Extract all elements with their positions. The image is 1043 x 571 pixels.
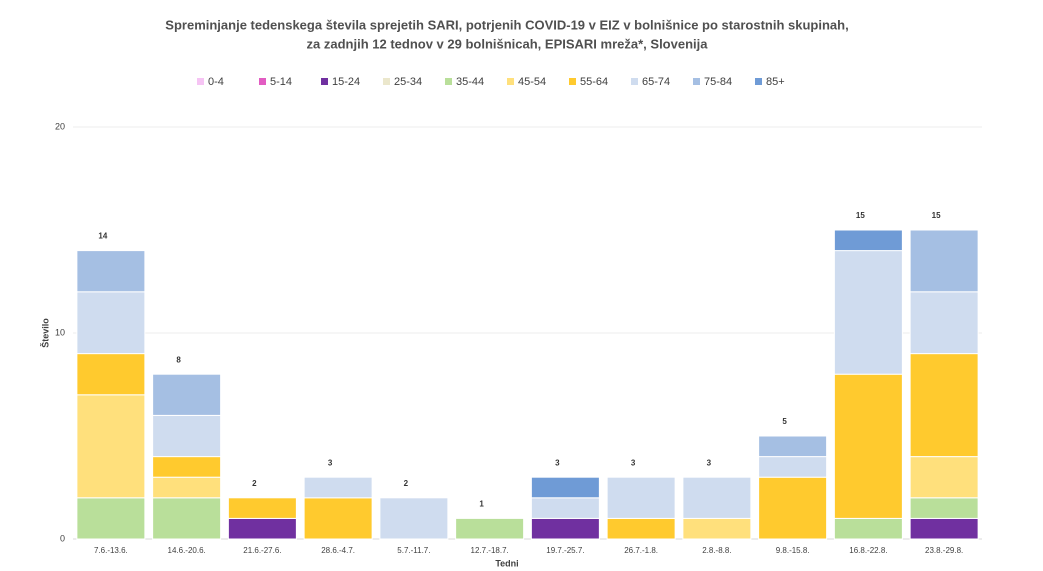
data-label: 3 (707, 458, 712, 467)
bar-segment (76, 291, 146, 355)
bar-segment (303, 497, 373, 540)
x-tick-label: 5.7.-11.7. (397, 546, 430, 555)
data-label: 2 (404, 479, 409, 488)
bar-segment (909, 229, 979, 293)
x-tick-label: 26.7.-1.8. (624, 546, 658, 555)
bar-segment (530, 497, 600, 519)
bar-segment (76, 353, 146, 396)
bar-segment (227, 497, 297, 519)
bar-segment (530, 476, 600, 499)
bar-segment (455, 517, 525, 540)
x-tick-label: 2.8.-8.8. (702, 546, 731, 555)
data-label: 2 (252, 479, 257, 488)
bar-segment (758, 456, 828, 478)
legend-swatch (197, 78, 204, 85)
data-label: 15 (932, 211, 941, 220)
x-tick-label: 9.8.-15.8. (776, 546, 810, 555)
bar-segment (909, 456, 979, 499)
bar-segment (758, 476, 828, 540)
bar-segment (909, 353, 979, 458)
legend-label: 5-14 (270, 76, 292, 88)
bar-segment (833, 229, 903, 252)
bar-segment (833, 517, 903, 540)
y-tick-label: 0 (60, 533, 65, 543)
legend-label: 85+ (766, 76, 785, 88)
bar-segment (606, 517, 676, 540)
bar-segment (152, 476, 222, 499)
y-axis-label: Število (39, 318, 50, 348)
chart-title: za zadnjih 12 tednov v 29 bolnišnicah, E… (307, 36, 709, 51)
x-tick-label: 28.6.-4.7. (321, 546, 355, 555)
legend-label: 35-44 (456, 76, 484, 88)
bar-segment (76, 250, 146, 293)
bar-segment (76, 497, 146, 540)
data-label: 15 (856, 211, 865, 220)
legend-swatch (445, 78, 452, 85)
x-tick-label: 19.7.-25.7. (546, 546, 584, 555)
bar-segment (682, 476, 752, 519)
x-tick-label: 21.6.-27.6. (243, 546, 281, 555)
bar-segment (152, 497, 222, 540)
x-tick-label: 23.8.-29.8. (925, 546, 963, 555)
bar-segment (909, 517, 979, 540)
bar-segment (227, 517, 297, 540)
legend-label: 0-4 (208, 76, 224, 88)
bar-segment (152, 373, 222, 416)
bar-segment (606, 476, 676, 519)
data-label: 3 (328, 458, 333, 467)
legend-label: 75-84 (704, 76, 732, 88)
x-axis-label: Tedni (495, 558, 518, 568)
legend-swatch (755, 78, 762, 85)
bar-segment (833, 250, 903, 375)
bar-segment (379, 497, 449, 540)
legend-swatch (631, 78, 638, 85)
data-label: 14 (98, 232, 107, 241)
bar-segment (152, 456, 222, 478)
legend-swatch (383, 78, 390, 85)
legend-swatch (507, 78, 514, 85)
legend-swatch (569, 78, 576, 85)
legend-swatch (259, 78, 266, 85)
y-tick-label: 20 (55, 121, 65, 131)
legend-swatch (321, 78, 328, 85)
bar-segment (758, 435, 828, 458)
data-label: 5 (782, 417, 787, 426)
data-label: 3 (631, 458, 636, 467)
legend-label: 45-54 (518, 76, 546, 88)
x-tick-label: 16.8.-22.8. (849, 546, 887, 555)
y-tick-label: 10 (55, 327, 65, 337)
chart-title: Spreminjanje tedenskega števila sprejeti… (165, 17, 848, 32)
bar-segment (909, 291, 979, 355)
bar-segment (530, 517, 600, 540)
data-label: 1 (479, 500, 484, 509)
x-tick-label: 7.6.-13.6. (94, 546, 128, 555)
bar-segment (152, 414, 222, 458)
data-label: 8 (176, 355, 181, 364)
x-tick-label: 14.6.-20.6. (168, 546, 206, 555)
legend-label: 25-34 (394, 76, 422, 88)
bar-segment (833, 373, 903, 519)
bar-segment (682, 517, 752, 540)
data-label: 3 (555, 458, 560, 467)
legend-label: 15-24 (332, 76, 360, 88)
legend-label: 55-64 (580, 76, 608, 88)
bar-segment (76, 394, 146, 499)
bar-segment (303, 476, 373, 499)
legend-swatch (693, 78, 700, 85)
x-tick-label: 12.7.-18.7. (471, 546, 509, 555)
bar-segment (909, 497, 979, 519)
legend-label: 65-74 (642, 76, 670, 88)
